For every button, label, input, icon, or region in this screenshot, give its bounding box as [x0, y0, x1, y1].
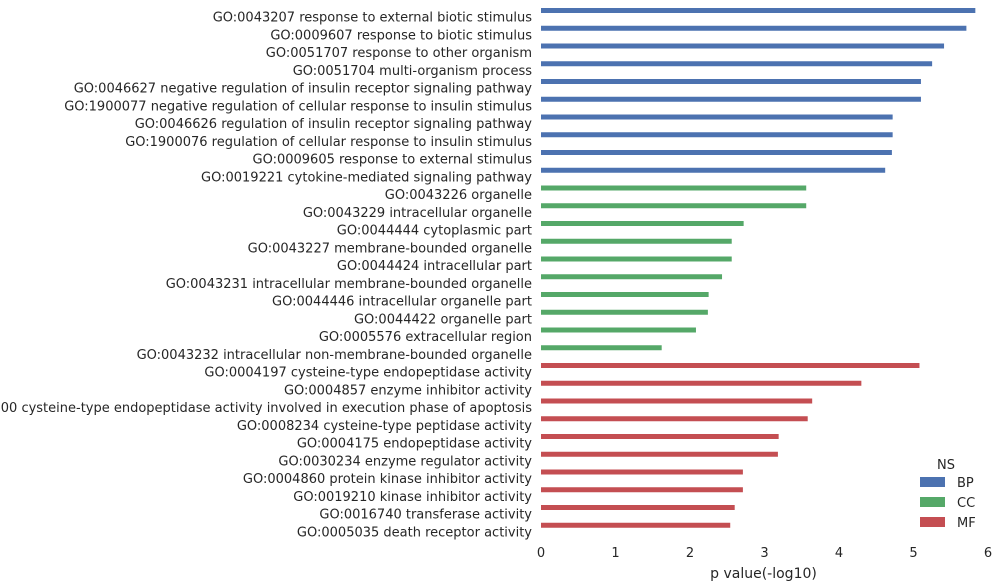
- x-tick-label: 6: [984, 546, 992, 561]
- bar-bp: [541, 8, 976, 13]
- bar-mf: [541, 522, 731, 528]
- category-label: GO:0009607 response to biotic stimulus: [270, 28, 532, 43]
- bar-mf: [541, 469, 743, 475]
- category-label: GO:0016740 transferase activity: [319, 508, 532, 523]
- bar-mf: [541, 398, 813, 404]
- category-label: GO:0004175 endopeptidase activity: [297, 437, 532, 452]
- category-label: GO:0008234 cysteine-type peptidase activ…: [237, 419, 532, 434]
- bar-cc: [541, 238, 732, 244]
- category-label: GO:0044424 intracellular part: [337, 259, 532, 274]
- category-label: GO:0044422 organelle part: [354, 312, 532, 327]
- bar-cc: [541, 292, 709, 297]
- category-label: GO:0009605 response to external stimulus: [253, 153, 533, 168]
- category-label: GO:1900077 negative regulation of cellul…: [64, 99, 532, 114]
- x-tick-label: 5: [909, 546, 917, 561]
- category-label: GO:0051704 multi-organism process: [293, 64, 533, 79]
- legend-items: BP CC MF: [920, 476, 976, 531]
- category-label: GO:0046626 regulation of insulin recepto…: [135, 117, 533, 132]
- category-label: GO:0051707 response to other organism: [266, 46, 532, 61]
- bar-bp: [541, 167, 886, 173]
- category-label: GO:0043231 intracellular membrane-bounde…: [166, 277, 532, 292]
- bars-layer: [541, 8, 976, 528]
- legend-swatch-cc: [920, 497, 945, 507]
- bar-mf: [541, 363, 920, 368]
- bar-bp: [541, 114, 893, 120]
- category-label: GO:0004857 enzyme inhibitor activity: [284, 383, 532, 398]
- bar-mf: [541, 434, 779, 439]
- bar-bp: [541, 61, 933, 67]
- category-label: GO:0005576 extracellular region: [319, 330, 532, 345]
- legend-swatch-bp: [920, 477, 945, 487]
- x-axis-ticks: 0 1 2 3 4 5 6: [537, 546, 992, 561]
- x-axis-label: p value(-log10): [710, 566, 817, 582]
- bar-bp: [541, 43, 945, 49]
- bar-bp: [541, 96, 921, 102]
- bar-cc: [541, 274, 723, 280]
- legend-label-mf: MF: [957, 516, 976, 531]
- category-label: GO:1900076 regulation of cellular respon…: [125, 135, 532, 150]
- category-label: GO:0004197 cysteine-type endopeptidase a…: [204, 366, 532, 381]
- legend-title: NS: [937, 458, 955, 473]
- legend-label-bp: BP: [957, 476, 974, 491]
- x-tick-label: 3: [760, 546, 768, 561]
- x-tick-label: 1: [611, 546, 619, 561]
- category-label: GO:0043226 organelle: [385, 188, 532, 203]
- category-label: GO:0046627 negative regulation of insuli…: [74, 82, 533, 97]
- bar-cc: [541, 185, 807, 191]
- bar-mf: [541, 505, 735, 510]
- category-label: GO:0044446 intracellular organelle part: [272, 295, 532, 310]
- bar-bp: [541, 150, 892, 155]
- category-label: GO:0044444 cytoplasmic part: [337, 224, 532, 239]
- category-label: GO:0004860 protein kinase inhibitor acti…: [243, 472, 532, 487]
- bar-cc: [541, 203, 807, 209]
- bar-cc: [541, 327, 696, 333]
- category-label: GO:0097200 cysteine-type endopeptidase a…: [0, 401, 532, 416]
- legend: NS BP CC MF: [920, 458, 976, 531]
- x-tick-label: 4: [835, 546, 843, 561]
- bar-bp: [541, 79, 921, 84]
- bar-cc: [541, 256, 732, 262]
- bar-cc: [541, 345, 662, 351]
- bar-mf: [541, 451, 778, 457]
- category-label: GO:0043232 intracellular non-membrane-bo…: [137, 348, 532, 363]
- bar-mf: [541, 380, 862, 386]
- legend-label-cc: CC: [957, 496, 975, 511]
- category-label: GO:0019210 kinase inhibitor activity: [293, 490, 532, 505]
- category-label: GO:0043207 response to external biotic s…: [213, 11, 533, 26]
- category-label: GO:0005035 death receptor activity: [297, 525, 532, 540]
- category-labels: GO:0043207 response to external biotic s…: [0, 11, 532, 541]
- bar-mf: [541, 487, 743, 493]
- category-label: GO:0019221 cytokine-mediated signaling p…: [201, 170, 532, 185]
- bar-mf: [541, 416, 808, 422]
- bar-cc: [541, 221, 744, 226]
- x-tick-label: 0: [537, 546, 545, 561]
- bar-cc: [541, 309, 708, 315]
- category-label: GO:0030234 enzyme regulator activity: [278, 454, 532, 469]
- legend-swatch-mf: [920, 517, 945, 527]
- category-label: GO:0043227 membrane-bounded organelle: [248, 241, 532, 256]
- category-label: GO:0043229 intracellular organelle: [303, 206, 532, 221]
- bar-bp: [541, 25, 967, 31]
- x-tick-label: 2: [686, 546, 694, 561]
- bar-bp: [541, 132, 893, 138]
